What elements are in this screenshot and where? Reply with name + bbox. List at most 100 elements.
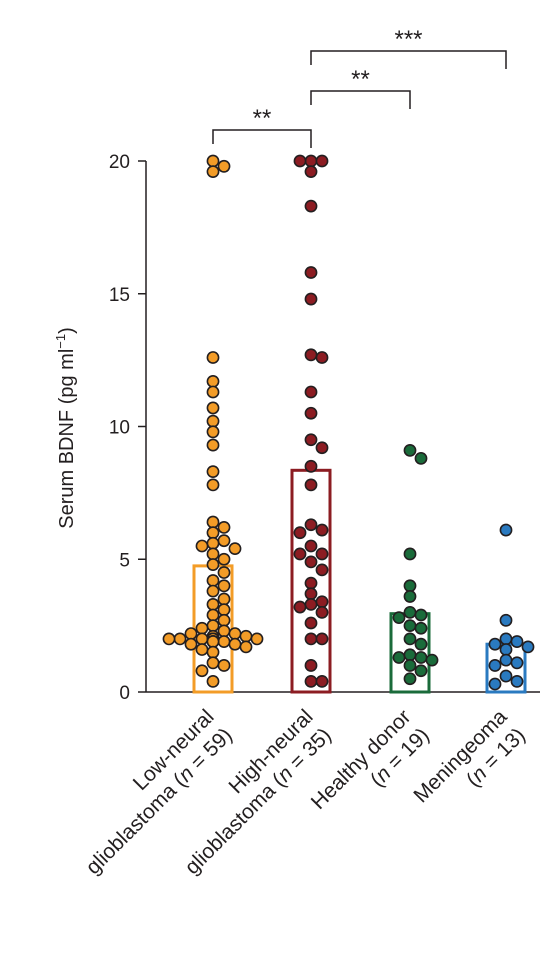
data-point bbox=[206, 584, 220, 598]
significance-label: *** bbox=[394, 26, 422, 53]
data-point bbox=[304, 478, 318, 492]
data-point bbox=[403, 648, 417, 662]
data-point bbox=[206, 414, 220, 428]
data-point bbox=[510, 635, 524, 648]
data-point bbox=[403, 659, 417, 672]
data-point bbox=[510, 674, 524, 688]
data-point bbox=[304, 433, 318, 447]
data-point bbox=[206, 635, 220, 648]
significance-bracket bbox=[310, 90, 411, 109]
data-point bbox=[414, 621, 428, 635]
y-tick-label: 5 bbox=[119, 550, 130, 571]
data-point bbox=[173, 632, 187, 646]
data-point bbox=[510, 656, 524, 670]
data-point bbox=[499, 643, 513, 656]
y-axis-title: Serum BDNF (pg ml−1) bbox=[53, 327, 78, 529]
data-point bbox=[414, 637, 428, 651]
data-point bbox=[217, 579, 231, 593]
data-point bbox=[414, 664, 428, 678]
significance-brackets: ******* bbox=[212, 26, 507, 148]
data-point bbox=[195, 664, 209, 678]
data-point bbox=[206, 401, 220, 415]
data-point bbox=[304, 674, 318, 688]
data-point bbox=[293, 547, 307, 561]
data-point bbox=[206, 515, 220, 529]
data-point bbox=[315, 154, 329, 168]
data-points bbox=[162, 154, 535, 691]
data-point bbox=[250, 632, 264, 646]
data-point bbox=[206, 558, 220, 571]
data-point bbox=[304, 154, 318, 168]
data-point bbox=[315, 441, 329, 455]
bars bbox=[192, 468, 527, 694]
data-point bbox=[195, 632, 209, 646]
data-point bbox=[392, 651, 406, 664]
data-point bbox=[206, 351, 220, 364]
data-point bbox=[293, 600, 307, 614]
data-point bbox=[184, 637, 198, 651]
data-point bbox=[304, 165, 318, 179]
data-point bbox=[206, 547, 220, 561]
data-point bbox=[206, 645, 220, 659]
data-point bbox=[206, 656, 220, 670]
data-point bbox=[228, 637, 242, 651]
data-point bbox=[206, 438, 220, 452]
data-point bbox=[217, 613, 231, 627]
data-point bbox=[206, 165, 220, 179]
data-point bbox=[206, 536, 220, 550]
data-point bbox=[228, 627, 242, 640]
data-point bbox=[162, 632, 176, 646]
data-point bbox=[217, 520, 231, 534]
data-point bbox=[403, 443, 417, 457]
data-point bbox=[315, 547, 329, 561]
data-point bbox=[315, 674, 329, 688]
data-point bbox=[304, 555, 318, 569]
significance-label: ** bbox=[351, 66, 370, 93]
data-point bbox=[499, 653, 513, 667]
data-point bbox=[195, 621, 209, 635]
data-point bbox=[488, 659, 502, 672]
data-point bbox=[304, 659, 318, 672]
data-point bbox=[304, 539, 318, 553]
data-point bbox=[403, 619, 417, 633]
data-point bbox=[403, 605, 417, 619]
y-tick-label: 20 bbox=[109, 152, 130, 173]
data-point bbox=[217, 534, 231, 548]
data-point bbox=[392, 611, 406, 625]
data-point bbox=[206, 385, 220, 399]
data-point bbox=[293, 154, 307, 168]
y-ticks: 0 5 10 15 20 bbox=[109, 152, 146, 704]
data-point bbox=[217, 552, 231, 566]
data-point bbox=[228, 542, 242, 556]
data-point bbox=[206, 608, 220, 622]
data-point bbox=[304, 406, 318, 420]
data-point bbox=[195, 643, 209, 656]
significance-bracket bbox=[310, 50, 507, 69]
data-point bbox=[304, 199, 318, 213]
data-point bbox=[304, 518, 318, 532]
data-point bbox=[315, 605, 329, 619]
data-point bbox=[217, 624, 231, 638]
data-point bbox=[206, 526, 220, 540]
data-point bbox=[239, 640, 253, 654]
data-point bbox=[206, 478, 220, 492]
data-point bbox=[217, 635, 231, 648]
data-point bbox=[425, 653, 439, 667]
data-point bbox=[206, 597, 220, 611]
data-point bbox=[499, 632, 513, 646]
y-axis-title-close: ) bbox=[56, 327, 78, 334]
data-point bbox=[304, 348, 318, 362]
data-point bbox=[403, 672, 417, 686]
data-point bbox=[315, 563, 329, 577]
data-point bbox=[521, 640, 535, 654]
data-point bbox=[184, 627, 198, 640]
data-point bbox=[304, 292, 318, 306]
data-point bbox=[217, 659, 231, 672]
data-point bbox=[414, 651, 428, 664]
y-axis-title-superscript: −1 bbox=[53, 334, 68, 349]
data-point bbox=[206, 374, 220, 388]
data-point bbox=[206, 465, 220, 479]
y-tick-label: 15 bbox=[109, 285, 130, 306]
